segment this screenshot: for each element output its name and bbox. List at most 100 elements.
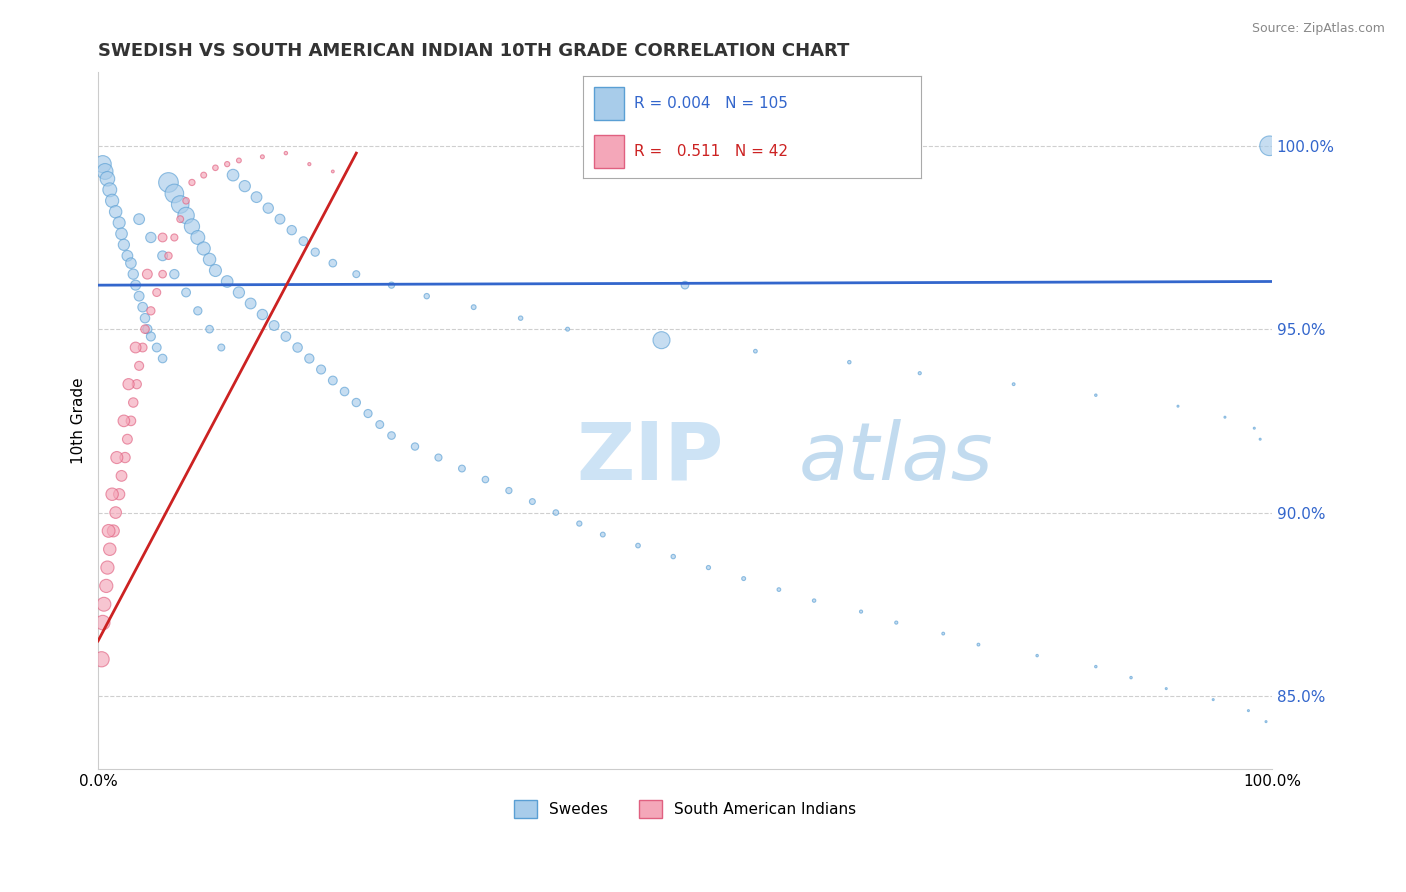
Y-axis label: 10th Grade: 10th Grade <box>72 377 86 464</box>
Point <box>117 249 139 263</box>
Point <box>91 157 114 171</box>
Legend: Swedes, South American Indians: Swedes, South American Indians <box>508 794 862 824</box>
Point <box>838 355 860 369</box>
Point <box>124 341 146 355</box>
Point <box>451 461 474 475</box>
Point <box>128 212 150 227</box>
Point <box>181 219 204 234</box>
Point <box>104 204 127 219</box>
Point <box>322 374 344 388</box>
Point <box>257 201 280 215</box>
Point <box>209 341 232 355</box>
Text: atlas: atlas <box>799 418 994 497</box>
Point <box>152 230 174 244</box>
Point <box>263 318 285 333</box>
Point <box>117 377 139 392</box>
Point <box>125 377 148 392</box>
Point <box>1084 388 1107 402</box>
Point <box>163 267 186 281</box>
Point <box>245 190 267 204</box>
Point <box>768 582 790 597</box>
FancyBboxPatch shape <box>593 87 624 120</box>
Point <box>124 278 146 293</box>
Point <box>110 468 132 483</box>
Point <box>105 450 128 465</box>
Point <box>222 168 245 182</box>
Point <box>568 516 591 531</box>
Point <box>187 303 209 318</box>
Text: R = 0.004   N = 105: R = 0.004 N = 105 <box>634 96 787 111</box>
Point <box>274 329 297 343</box>
Point <box>174 285 197 300</box>
Point <box>803 593 825 607</box>
Point <box>117 432 139 446</box>
Point <box>98 183 121 197</box>
Point <box>96 579 118 593</box>
Point <box>932 626 955 640</box>
Point <box>94 164 117 178</box>
Point <box>97 524 120 538</box>
Point <box>169 212 191 227</box>
Point <box>204 161 226 175</box>
Point <box>1167 399 1189 413</box>
Point <box>650 333 672 347</box>
Point <box>131 300 153 314</box>
Point <box>322 164 344 178</box>
Point <box>1119 671 1142 685</box>
Point <box>193 168 215 182</box>
Point <box>298 157 321 171</box>
Point <box>673 278 696 293</box>
Point <box>1237 704 1260 718</box>
Point <box>108 487 131 501</box>
Point <box>174 194 197 208</box>
Point <box>557 322 579 336</box>
Point <box>627 539 650 553</box>
Point <box>427 450 450 465</box>
Text: Source: ZipAtlas.com: Source: ZipAtlas.com <box>1251 22 1385 36</box>
Point <box>1002 377 1025 392</box>
Point <box>509 311 531 326</box>
Point <box>114 450 136 465</box>
Point <box>344 267 367 281</box>
Text: R =   0.511   N = 42: R = 0.511 N = 42 <box>634 145 789 160</box>
Point <box>198 252 221 267</box>
Point <box>120 414 142 428</box>
Point <box>967 638 990 652</box>
Point <box>228 153 250 168</box>
Point <box>662 549 685 564</box>
Point <box>1243 421 1265 435</box>
Point <box>145 285 167 300</box>
Point <box>333 384 356 399</box>
Point <box>1202 692 1225 706</box>
Point <box>474 473 496 487</box>
Point <box>309 362 332 376</box>
Point <box>252 308 274 322</box>
Point <box>152 351 174 366</box>
Point <box>322 256 344 270</box>
Point <box>174 209 197 223</box>
Point <box>139 230 162 244</box>
Point <box>1258 138 1281 153</box>
Point <box>152 249 174 263</box>
Point <box>103 524 125 538</box>
Point <box>1154 681 1177 696</box>
Point <box>357 407 380 421</box>
Point <box>884 615 907 630</box>
Point <box>274 146 297 161</box>
Point <box>298 351 321 366</box>
FancyBboxPatch shape <box>593 136 624 168</box>
Point <box>380 278 402 293</box>
Point <box>744 344 766 359</box>
Point <box>287 341 309 355</box>
Point <box>101 487 124 501</box>
Point <box>152 267 174 281</box>
Point <box>204 263 226 277</box>
Point <box>849 605 872 619</box>
Point <box>181 176 204 190</box>
Point <box>120 256 142 270</box>
Point <box>96 560 118 574</box>
Point <box>280 223 302 237</box>
Point <box>93 597 115 611</box>
Point <box>163 186 186 201</box>
Point <box>101 194 124 208</box>
